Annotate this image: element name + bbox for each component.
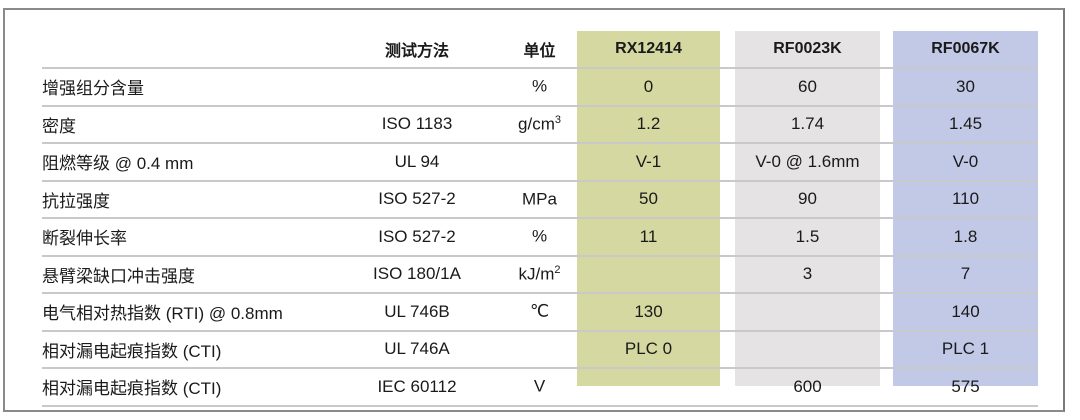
- value-rf0067k: 140: [893, 292, 1038, 331]
- test-method: UL 746B: [332, 292, 502, 331]
- test-method: [332, 67, 502, 106]
- value-rx12414: 11: [577, 217, 720, 256]
- value-rf0023k: V-0 @ 1.6mm: [735, 142, 880, 181]
- property-name: 阻燃等级 @ 0.4 mm: [42, 142, 332, 181]
- unit: %: [502, 217, 577, 256]
- property-name: 相对漏电起痕指数 (CTI): [42, 367, 332, 407]
- value-rf0023k: 1.5: [735, 217, 880, 256]
- unit-text: kJ/m: [518, 264, 555, 284]
- properties-table: 测试方法 单位 RX12414 RF0023K RF0067K 增强组分含量% 0…: [42, 31, 1038, 407]
- unit: g/cm3: [502, 104, 577, 143]
- property-name: 增强组分含量: [42, 67, 332, 106]
- table-row: 相对漏电起痕指数 (CTI) IEC 60112 V 600 575: [42, 367, 1038, 407]
- header-product-1: RX12414: [615, 40, 682, 57]
- value-rx12414: PLC 0: [577, 329, 720, 368]
- test-method: UL 746A: [332, 329, 502, 368]
- test-method: IEC 60112: [332, 367, 502, 407]
- unit-text: MPa: [522, 189, 557, 209]
- value-rf0023k: 60: [735, 67, 880, 106]
- property-name: 断裂伸长率: [42, 217, 332, 256]
- value-rx12414: 50: [577, 179, 720, 218]
- unit: %: [502, 67, 577, 106]
- property-name: 悬臂梁缺口冲击强度: [42, 254, 332, 293]
- value-rx12414: 1.2: [577, 104, 720, 143]
- value-rf0023k: [735, 292, 880, 331]
- value-rf0067k: PLC 1: [893, 329, 1038, 368]
- value-rf0023k: 90: [735, 179, 880, 218]
- header-product-3: RF0067K: [931, 40, 1000, 57]
- header-name: [42, 31, 332, 68]
- value-rx12414: [577, 367, 720, 407]
- unit: kJ/m2: [502, 254, 577, 293]
- value-rf0023k: 3: [735, 254, 880, 293]
- property-name: 抗拉强度: [42, 179, 332, 218]
- table-row: 相对漏电起痕指数 (CTI) UL 746A PLC 0 PLC 1: [42, 329, 1038, 368]
- unit-text: ℃: [529, 302, 550, 322]
- unit: V: [502, 367, 577, 407]
- value-rf0023k: [735, 329, 880, 368]
- header-unit: 单位: [523, 43, 556, 60]
- header-method: 测试方法: [384, 43, 449, 60]
- table-row: 悬臂梁缺口冲击强度 ISO 180/1A kJ/m2 3 7: [42, 254, 1038, 293]
- value-rf0067k: 110: [893, 179, 1038, 218]
- property-name: 电气相对热指数 (RTI) @ 0.8mm: [42, 292, 332, 331]
- value-rf0067k: 575: [893, 367, 1038, 407]
- unit: [502, 142, 577, 181]
- value-rf0067k: 7: [893, 254, 1038, 293]
- unit-superscript: 2: [554, 263, 561, 276]
- test-method: ISO 527-2: [332, 179, 502, 218]
- value-rx12414: [577, 254, 720, 293]
- property-name: 密度: [42, 104, 332, 143]
- value-rf0023k: 1.74: [735, 104, 880, 143]
- table-row: 断裂伸长率 ISO 527-2% 11 1.5 1.8: [42, 217, 1038, 256]
- header-row: 测试方法 单位 RX12414 RF0023K RF0067K: [42, 31, 1038, 68]
- unit-superscript: 3: [554, 113, 561, 126]
- table-row: 密度 ISO 1183 g/cm3 1.2 1.74 1.45: [42, 104, 1038, 143]
- unit: MPa: [502, 179, 577, 218]
- property-name: 相对漏电起痕指数 (CTI): [42, 329, 332, 368]
- value-rf0067k: 1.45: [893, 104, 1038, 143]
- unit-text: %: [531, 227, 548, 247]
- header-product-2: RF0023K: [773, 40, 842, 57]
- table-frame: [3, 8, 1065, 412]
- unit-text: g/cm: [518, 114, 555, 134]
- value-rf0067k: 30: [893, 67, 1038, 106]
- value-rf0067k: 1.8: [893, 217, 1038, 256]
- test-method: ISO 527-2: [332, 217, 502, 256]
- test-method: UL 94: [332, 142, 502, 181]
- table-row: 增强组分含量% 0 60 30: [42, 67, 1038, 106]
- unit-text: %: [531, 77, 548, 97]
- unit: [502, 329, 577, 368]
- value-rx12414: 130: [577, 292, 720, 331]
- value-rx12414: 0: [577, 67, 720, 106]
- value-rx12414: V-1: [577, 142, 720, 181]
- test-method: ISO 180/1A: [332, 254, 502, 293]
- value-rf0067k: V-0: [893, 142, 1038, 181]
- table-row: 电气相对热指数 (RTI) @ 0.8mm UL 746B ℃ 130 140: [42, 292, 1038, 331]
- table-row: 阻燃等级 @ 0.4 mm UL 94 V-1 V-0 @ 1.6mm V-0: [42, 142, 1038, 181]
- value-rf0023k: 600: [735, 367, 880, 407]
- unit: ℃: [502, 292, 577, 331]
- unit-text: V: [533, 377, 546, 397]
- table-row: 抗拉强度 ISO 527-2 MPa 50 90 110: [42, 179, 1038, 218]
- test-method: ISO 1183: [332, 104, 502, 143]
